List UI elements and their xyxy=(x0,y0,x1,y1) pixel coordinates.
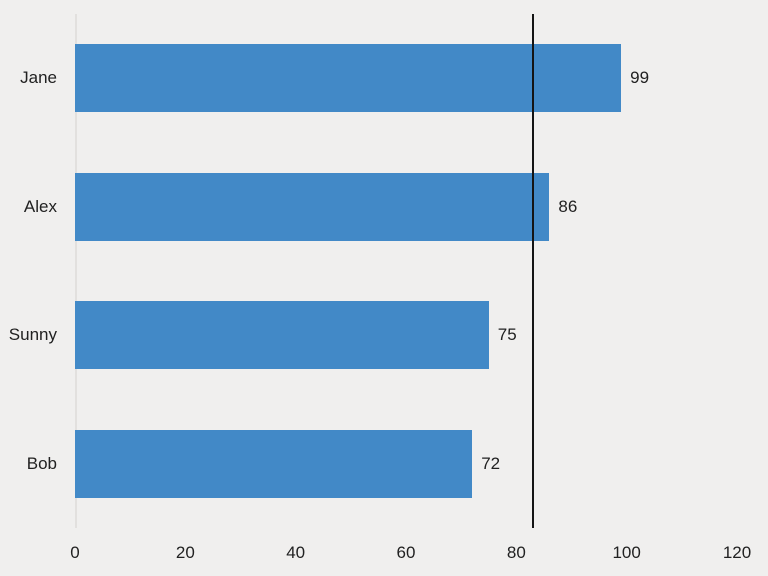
zero-gridline xyxy=(75,14,77,528)
x-tick-label-40: 40 xyxy=(286,543,306,562)
x-tick-label-20: 20 xyxy=(175,543,195,562)
plot-area: 99 86 75 72 xyxy=(75,14,737,528)
bar-bob xyxy=(75,429,473,498)
category-label-bob: Bob xyxy=(26,453,57,473)
category-label-jane: Jane xyxy=(20,68,57,88)
x-tick-label-60: 60 xyxy=(396,543,416,562)
data-label-bob: 72 xyxy=(481,453,501,473)
x-tick-label-80: 80 xyxy=(506,543,526,562)
data-label-alex: 86 xyxy=(558,196,578,216)
category-label-alex: Alex xyxy=(23,196,57,216)
average-reference-line xyxy=(531,14,534,528)
bar-sunny xyxy=(75,301,489,370)
bar-jane xyxy=(75,44,622,113)
bar-alex xyxy=(75,172,550,241)
x-tick-label-0: 0 xyxy=(70,543,80,562)
category-label-sunny: Sunny xyxy=(8,325,57,345)
x-tick-label-100: 100 xyxy=(612,543,641,562)
data-label-sunny: 75 xyxy=(497,325,517,345)
x-tick-label-120: 120 xyxy=(722,543,752,562)
x-axis: 0 20 40 60 80 100 120 xyxy=(70,542,751,566)
data-label-jane: 99 xyxy=(630,68,650,88)
